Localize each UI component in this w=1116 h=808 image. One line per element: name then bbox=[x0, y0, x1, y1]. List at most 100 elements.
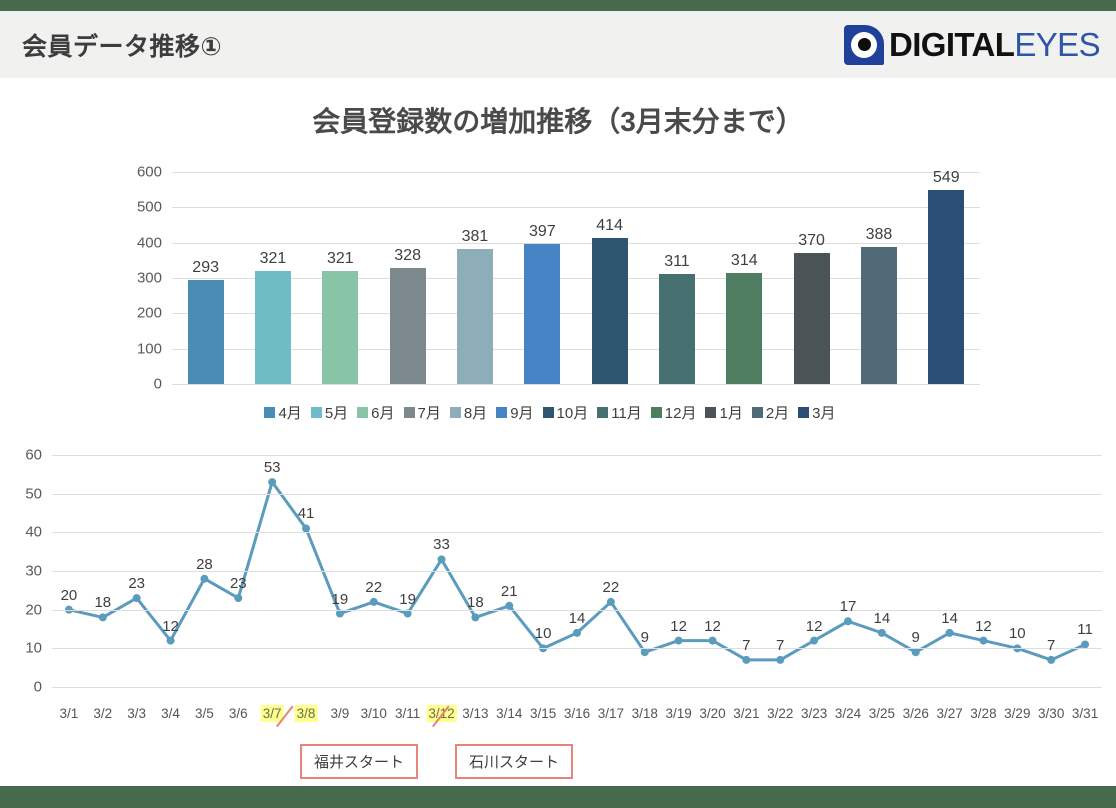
line-value-label: 21 bbox=[500, 582, 518, 600]
line-data-point[interactable] bbox=[437, 555, 446, 564]
x-axis-tick: 3/22 bbox=[767, 706, 794, 721]
line-data-point[interactable] bbox=[708, 636, 717, 645]
legend-item[interactable]: 9月 bbox=[496, 402, 534, 423]
bar[interactable] bbox=[524, 243, 561, 384]
bar[interactable] bbox=[254, 270, 292, 384]
bar[interactable] bbox=[793, 253, 830, 384]
legend-item[interactable]: 6月 bbox=[357, 402, 395, 423]
legend-item[interactable]: 2月 bbox=[751, 402, 789, 423]
line-data-point[interactable] bbox=[606, 597, 615, 606]
legend-item[interactable]: 1月 bbox=[705, 402, 743, 423]
legend-item[interactable]: 5月 bbox=[310, 402, 348, 423]
line-data-point[interactable] bbox=[166, 636, 175, 645]
bar[interactable] bbox=[860, 246, 897, 384]
bar-column[interactable]: 293 bbox=[181, 172, 231, 384]
line-chart-y-tick: 60 bbox=[25, 446, 42, 464]
line-value-label: 9 bbox=[911, 629, 920, 647]
line-data-point[interactable] bbox=[674, 636, 683, 645]
bar-value-label: 370 bbox=[798, 232, 825, 250]
line-data-point[interactable] bbox=[200, 574, 209, 583]
bar-column[interactable]: 549 bbox=[921, 169, 971, 384]
x-axis-tick: 3/21 bbox=[733, 706, 760, 721]
bar[interactable] bbox=[389, 268, 426, 384]
line-chart-svg bbox=[64, 478, 1090, 664]
line-value-label: 53 bbox=[263, 459, 281, 477]
bar-column[interactable]: 381 bbox=[450, 172, 500, 384]
legend-item[interactable]: 12月 bbox=[650, 402, 697, 423]
line-data-point[interactable] bbox=[234, 594, 243, 603]
annotation-box[interactable]: 石川スタート bbox=[455, 744, 574, 779]
slide-header: 会員データ推移① DIGITALEYES bbox=[0, 11, 1116, 78]
line-value-label: 7 bbox=[776, 636, 785, 654]
gridline bbox=[172, 348, 980, 350]
bar-column[interactable]: 397 bbox=[517, 172, 567, 384]
bar-chart-legend: 4月 5月 6月 7月 8月 9月 10月 11月 12月 1月 2月 3月 bbox=[120, 402, 980, 423]
bar-chart-y-tick: 100 bbox=[136, 340, 162, 358]
legend-item[interactable]: 10月 bbox=[542, 402, 588, 423]
bar-column[interactable]: 321 bbox=[248, 172, 298, 384]
legend-swatch-icon bbox=[542, 407, 554, 418]
line-data-point[interactable] bbox=[471, 613, 480, 622]
line-data-point[interactable] bbox=[776, 655, 785, 664]
legend-item[interactable]: 7月 bbox=[403, 402, 441, 423]
line-value-label: 41 bbox=[297, 505, 315, 523]
bar-column[interactable]: 414 bbox=[585, 172, 635, 384]
bar-column[interactable]: 321 bbox=[315, 172, 365, 384]
line-data-point[interactable] bbox=[369, 597, 378, 606]
line-data-point[interactable] bbox=[132, 594, 141, 603]
bar-value-label: 414 bbox=[596, 216, 623, 234]
annotation-box[interactable]: 福井スタート bbox=[300, 744, 419, 779]
bar[interactable] bbox=[928, 190, 965, 384]
line-chart-plot: 20 18 23 12 28 23 53 41 19 22 19 33 18 21 10 14 22 9 12 12 7… bbox=[52, 455, 1102, 688]
line-data-point[interactable] bbox=[403, 609, 412, 618]
line-data-point[interactable] bbox=[843, 617, 852, 626]
line-data-point[interactable] bbox=[98, 613, 107, 622]
bar-column[interactable]: 311 bbox=[652, 172, 702, 384]
bar-chart-y-tick: 0 bbox=[153, 375, 162, 393]
line-data-point[interactable] bbox=[335, 609, 344, 618]
legend-label: 12月 bbox=[664, 405, 697, 422]
line-data-point[interactable] bbox=[1047, 655, 1056, 664]
bar-column[interactable]: 370 bbox=[787, 172, 837, 384]
bar[interactable] bbox=[187, 280, 224, 384]
line-data-point[interactable] bbox=[945, 628, 954, 637]
bar-column[interactable]: 314 bbox=[719, 172, 769, 384]
legend-item[interactable]: 4月 bbox=[264, 402, 302, 423]
line-value-label: 7 bbox=[1047, 636, 1056, 654]
x-axis-tick: 3/28 bbox=[970, 706, 997, 721]
line-data-point[interactable] bbox=[573, 628, 581, 637]
line-data-point[interactable] bbox=[877, 628, 886, 637]
x-axis-tick: 3/23 bbox=[800, 706, 828, 721]
bar-column[interactable]: 388 bbox=[854, 172, 904, 384]
x-axis-tick: 3/4 bbox=[161, 706, 180, 721]
bar[interactable] bbox=[726, 273, 763, 384]
legend-item[interactable]: 8月 bbox=[449, 402, 487, 423]
line-data-point[interactable] bbox=[640, 648, 649, 657]
bar[interactable] bbox=[456, 249, 493, 384]
line-data-point[interactable] bbox=[302, 524, 311, 533]
x-axis-tick: 3/2 bbox=[93, 706, 113, 721]
bar[interactable] bbox=[658, 274, 695, 384]
line-value-label: 22 bbox=[602, 578, 620, 596]
legend-item[interactable]: 3月 bbox=[798, 402, 836, 423]
bar-column[interactable]: 328 bbox=[383, 172, 433, 384]
bottom-accent-strip bbox=[0, 786, 1116, 808]
line-data-point[interactable] bbox=[505, 601, 514, 610]
gridline bbox=[172, 207, 980, 209]
bar[interactable] bbox=[591, 237, 628, 384]
line-data-point[interactable] bbox=[268, 478, 277, 487]
line-data-point[interactable] bbox=[979, 636, 988, 645]
line-value-label: 28 bbox=[196, 555, 213, 573]
bar-chart-y-tick: 300 bbox=[136, 269, 162, 287]
line-data-point[interactable] bbox=[742, 655, 751, 664]
line-data-point[interactable] bbox=[810, 636, 819, 645]
x-axis-tick: 3/30 bbox=[1038, 706, 1065, 721]
x-axis-tick: 3/5 bbox=[195, 706, 214, 721]
bar[interactable] bbox=[322, 270, 359, 384]
line-data-point[interactable] bbox=[911, 648, 920, 657]
line-data-point[interactable] bbox=[1081, 640, 1090, 649]
legend-item[interactable]: 11月 bbox=[597, 402, 642, 423]
bar-chart-y-tick: 200 bbox=[136, 304, 162, 322]
x-axis-tick: 3/14 bbox=[496, 706, 523, 721]
